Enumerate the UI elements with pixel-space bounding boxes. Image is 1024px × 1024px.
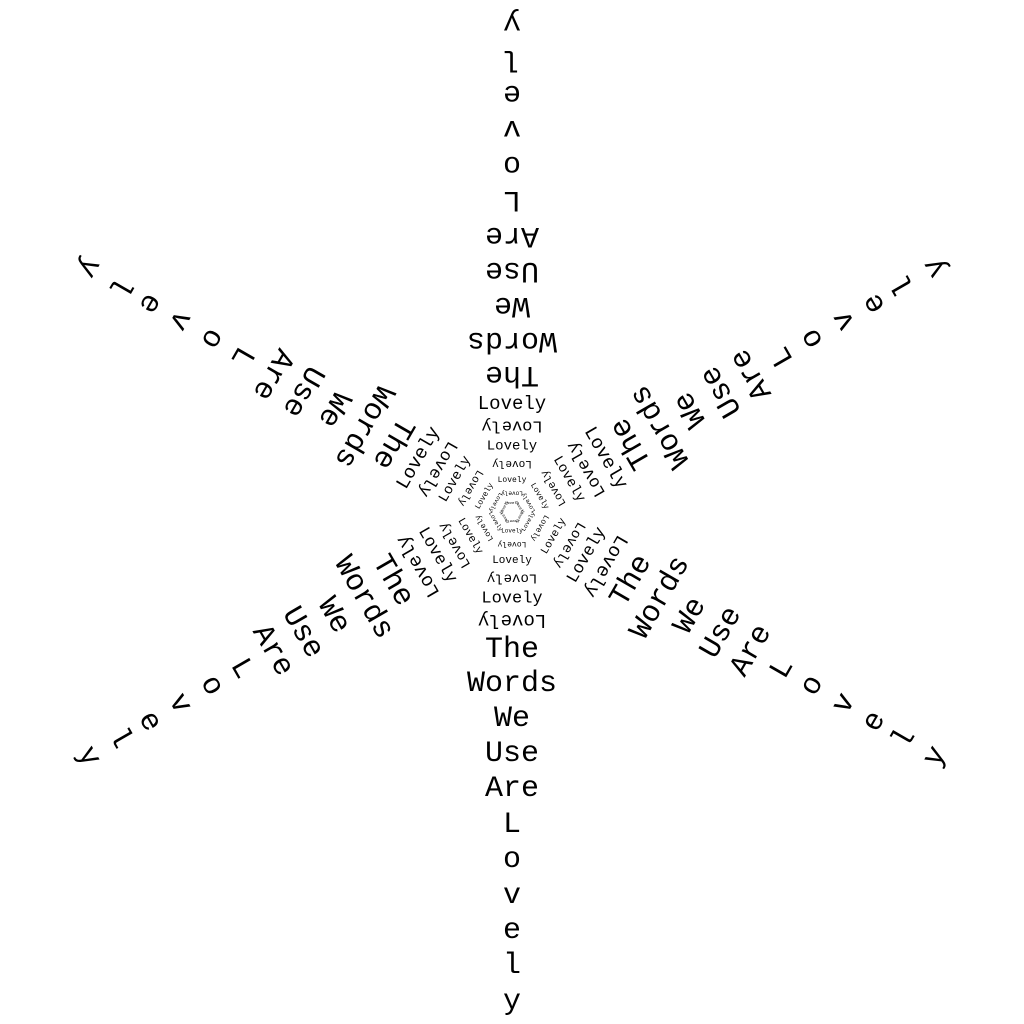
arm-bottom-word: e (502, 914, 522, 948)
arm-bottom-right-word: v (825, 687, 864, 721)
arm-top-word: l (502, 41, 522, 75)
arm-top-right-word: o (794, 321, 833, 355)
arm-bottom-word: Use (484, 737, 540, 771)
arm-top-word: o (502, 147, 522, 181)
arm-bottom-right-word: L (763, 652, 803, 685)
center-ring-word: Lovely (504, 518, 519, 523)
center-ring-word: Lovely (499, 500, 511, 515)
arm-top-word: We (493, 288, 531, 322)
arm-bottom-word: l (502, 949, 522, 983)
arm-bottom-left-word: v (160, 687, 199, 721)
arm-bottom-right-word: o (794, 669, 833, 703)
arm-top-word: Words (466, 323, 558, 357)
arm-top-right-word: e (855, 286, 895, 319)
center-ring-word: Lovely (481, 589, 542, 608)
arm-top-left-word: e (129, 286, 169, 319)
center-ring-word: Lovely (492, 555, 532, 567)
center-ring-word: Lovely (481, 416, 542, 435)
arm-bottom-left-word: y (68, 740, 107, 774)
arm-top-right-word: v (825, 303, 864, 337)
center-ring-word: Lovely (498, 476, 527, 485)
center-ring-word: Lovely (513, 509, 525, 524)
arm-top-left-word: v (160, 303, 199, 337)
arm-bottom-right-word: e (855, 705, 895, 738)
arm-top-left-word: l (99, 268, 139, 302)
center-ring-word: Lovely (487, 439, 537, 455)
arm-top-left-word: y (68, 250, 107, 284)
arm-top-right-word: l (885, 268, 925, 302)
arm-bottom-left-word: l (99, 722, 139, 756)
arm-top-word: L (502, 182, 522, 216)
arm-bottom-word: The (484, 633, 540, 667)
center-ring-word: Lovely (492, 457, 532, 469)
center-ring-word: Lovely (478, 609, 546, 631)
center-ring-word: Lovely (501, 528, 523, 535)
arm-top-left-word: L (221, 339, 261, 372)
arm-top-right-word: L (763, 339, 803, 372)
arm-top-word: The (484, 357, 540, 391)
arm-top-right-word: y (917, 250, 956, 284)
center-ring-word: Lovely (514, 500, 526, 515)
arm-bottom-right-word: l (885, 722, 925, 756)
arm-bottom-left-word: L (221, 652, 261, 685)
arm-bottom-word: o (502, 843, 522, 877)
arm-bottom-left-word: o (191, 669, 230, 703)
arm-bottom-word: Are (484, 772, 540, 806)
center-ring-word: Lovely (497, 539, 526, 548)
arm-top-word: e (502, 76, 522, 110)
arm-top-word: Are (484, 218, 540, 252)
arm-top-word: y (502, 5, 522, 39)
arm-bottom-word: We (493, 702, 531, 736)
arm-top-left-word: o (191, 321, 230, 355)
arm-bottom-word: L (502, 808, 522, 842)
arm-bottom-left-word: e (129, 705, 169, 738)
arm-top-word: v (502, 111, 522, 145)
center-ring-word: Lovely (499, 508, 511, 523)
center-ring-word: Lovely (487, 569, 537, 585)
arm-bottom-word: v (502, 879, 522, 913)
center-ring-word: Lovely (501, 489, 523, 496)
arm-bottom-word: y (502, 985, 522, 1019)
center-ring-word: Lovely (478, 393, 546, 415)
center-ring-word: Lovely (505, 501, 520, 506)
arm-bottom-right-word: y (917, 740, 956, 774)
arm-bottom-word: Words (466, 667, 558, 701)
arm-top-word: Use (484, 253, 540, 287)
